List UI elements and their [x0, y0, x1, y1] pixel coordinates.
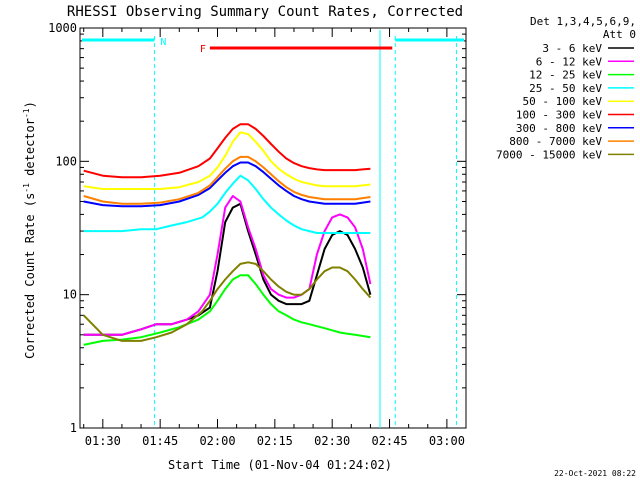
x-tick-label: 02:00 — [199, 434, 235, 448]
y-axis-label: Corrected Count Rate (s-1 detector-1) — [22, 101, 37, 359]
y-axis-label-sup2: -1 — [22, 108, 31, 118]
x-tick-label: 01:45 — [142, 434, 178, 448]
series-line-6 — [83, 123, 371, 179]
y-tick-label: 1 — [70, 421, 77, 435]
x-tick-label: 03:00 — [429, 434, 465, 448]
series-line-5 — [83, 131, 371, 190]
y-tick-label: 10 — [63, 288, 77, 302]
y-axis-label-end: ) — [23, 101, 37, 108]
x-tick-label: 02:45 — [371, 434, 407, 448]
y-tick-label: 100 — [55, 154, 77, 168]
legend-label-7: 300 - 800 keV — [516, 122, 602, 135]
y-axis-label-main: Corrected Count Rate (s — [23, 193, 37, 359]
plot-area: 1 10 100 1000 01:30 01:45 02:00 02:15 02:30 02:45… — [48, 21, 467, 448]
y-tick-label: 1000 — [48, 21, 77, 35]
legend-header-line-1: Det 1,3,4,5,6,9, — [530, 15, 636, 28]
legend-label-5: 50 - 100 keV — [523, 95, 603, 108]
series-line-7 — [83, 161, 371, 208]
legend-label-4: 25 - 50 keV — [529, 82, 602, 95]
legend-label-3: 12 - 25 keV — [529, 69, 602, 82]
annotation-flare: F — [200, 44, 206, 55]
annotation-night: N — [160, 37, 166, 48]
series-line-4 — [83, 174, 371, 234]
legend-header-line-2: Att 0 — [603, 28, 636, 41]
legend-label-8: 800 - 7000 keV — [509, 135, 602, 148]
x-axis-label: Start Time (01-Nov-04 01:24:02) — [168, 458, 392, 472]
legend-label-9: 7000 - 15000 keV — [496, 148, 602, 161]
x-tick-label: 02:15 — [257, 434, 293, 448]
series-line-8 — [83, 155, 371, 205]
series-line-2 — [83, 195, 372, 336]
footer-timestamp: 22-Oct-2021 08:22 — [554, 469, 636, 478]
series-line-9 — [82, 261, 372, 342]
chart-title: RHESSI Observing Summary Count Rates, Co… — [67, 4, 463, 20]
legend-label-6: 100 - 300 keV — [516, 109, 602, 122]
y-axis-label-sup1: -1 — [22, 183, 31, 193]
y-axis-label-mid: detector — [23, 118, 37, 183]
plot-frame — [79, 27, 467, 429]
x-tick-label: 02:30 — [314, 434, 350, 448]
svg-text:Corrected Count Rate (s-1 dete: Corrected Count Rate (s-1 detector-1) — [22, 101, 37, 359]
x-tick-label: 01:30 — [85, 434, 121, 448]
legend-label-2: 6 - 12 keV — [536, 55, 603, 68]
series-line-3 — [83, 274, 371, 346]
legend-label-1: 3 - 6 keV — [542, 42, 602, 55]
